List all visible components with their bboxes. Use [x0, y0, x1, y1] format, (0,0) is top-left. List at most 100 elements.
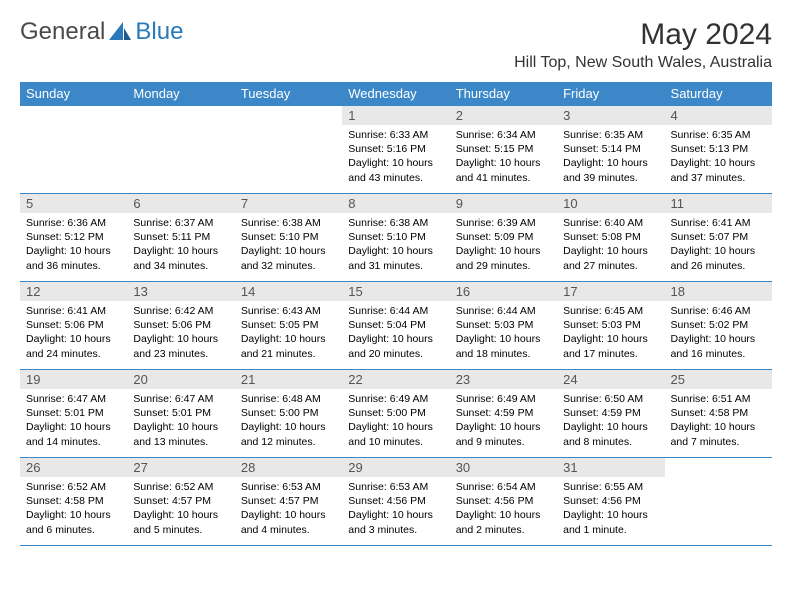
day-number: 14 — [235, 282, 342, 301]
day-number: 24 — [557, 370, 664, 389]
calendar-day-cell: 19Sunrise: 6:47 AMSunset: 5:01 PMDayligh… — [20, 370, 127, 458]
day-number: 5 — [20, 194, 127, 213]
calendar-day-cell: 17Sunrise: 6:45 AMSunset: 5:03 PMDayligh… — [557, 282, 664, 370]
calendar-day-cell — [235, 106, 342, 194]
day-details: Sunrise: 6:55 AMSunset: 4:56 PMDaylight:… — [557, 477, 664, 541]
day-number: 2 — [450, 106, 557, 125]
day-details: Sunrise: 6:34 AMSunset: 5:15 PMDaylight:… — [450, 125, 557, 189]
day-details: Sunrise: 6:38 AMSunset: 5:10 PMDaylight:… — [342, 213, 449, 277]
calendar-day-cell: 2Sunrise: 6:34 AMSunset: 5:15 PMDaylight… — [450, 106, 557, 194]
day-details: Sunrise: 6:48 AMSunset: 5:00 PMDaylight:… — [235, 389, 342, 453]
weekday-header: Wednesday — [342, 82, 449, 106]
day-details: Sunrise: 6:45 AMSunset: 5:03 PMDaylight:… — [557, 301, 664, 365]
day-details: Sunrise: 6:35 AMSunset: 5:13 PMDaylight:… — [665, 125, 772, 189]
title-block: May 2024 Hill Top, New South Wales, Aust… — [514, 18, 772, 72]
calendar-week-row: 26Sunrise: 6:52 AMSunset: 4:58 PMDayligh… — [20, 458, 772, 546]
weekday-header: Sunday — [20, 82, 127, 106]
day-details: Sunrise: 6:38 AMSunset: 5:10 PMDaylight:… — [235, 213, 342, 277]
day-details: Sunrise: 6:39 AMSunset: 5:09 PMDaylight:… — [450, 213, 557, 277]
day-number: 17 — [557, 282, 664, 301]
calendar-day-cell — [127, 106, 234, 194]
brand-sail-icon — [109, 22, 131, 42]
day-details: Sunrise: 6:33 AMSunset: 5:16 PMDaylight:… — [342, 125, 449, 189]
day-details: Sunrise: 6:46 AMSunset: 5:02 PMDaylight:… — [665, 301, 772, 365]
day-number: 19 — [20, 370, 127, 389]
day-number: 13 — [127, 282, 234, 301]
brand-part1: General — [20, 18, 105, 46]
day-number: 23 — [450, 370, 557, 389]
calendar-week-row: 1Sunrise: 6:33 AMSunset: 5:16 PMDaylight… — [20, 106, 772, 194]
day-details: Sunrise: 6:40 AMSunset: 5:08 PMDaylight:… — [557, 213, 664, 277]
weekday-header: Thursday — [450, 82, 557, 106]
day-details: Sunrise: 6:50 AMSunset: 4:59 PMDaylight:… — [557, 389, 664, 453]
day-details: Sunrise: 6:47 AMSunset: 5:01 PMDaylight:… — [127, 389, 234, 453]
calendar-week-row: 12Sunrise: 6:41 AMSunset: 5:06 PMDayligh… — [20, 282, 772, 370]
day-number: 18 — [665, 282, 772, 301]
calendar-day-cell: 23Sunrise: 6:49 AMSunset: 4:59 PMDayligh… — [450, 370, 557, 458]
calendar-day-cell: 25Sunrise: 6:51 AMSunset: 4:58 PMDayligh… — [665, 370, 772, 458]
day-number: 31 — [557, 458, 664, 477]
location-subtitle: Hill Top, New South Wales, Australia — [514, 54, 772, 72]
day-details: Sunrise: 6:49 AMSunset: 4:59 PMDaylight:… — [450, 389, 557, 453]
day-details: Sunrise: 6:44 AMSunset: 5:04 PMDaylight:… — [342, 301, 449, 365]
weekday-header: Saturday — [665, 82, 772, 106]
day-number: 1 — [342, 106, 449, 125]
month-title: May 2024 — [514, 18, 772, 52]
day-number: 11 — [665, 194, 772, 213]
day-number: 10 — [557, 194, 664, 213]
day-number: 27 — [127, 458, 234, 477]
calendar-day-cell — [20, 106, 127, 194]
calendar-day-cell: 24Sunrise: 6:50 AMSunset: 4:59 PMDayligh… — [557, 370, 664, 458]
calendar-day-cell: 31Sunrise: 6:55 AMSunset: 4:56 PMDayligh… — [557, 458, 664, 546]
day-details: Sunrise: 6:54 AMSunset: 4:56 PMDaylight:… — [450, 477, 557, 541]
calendar-day-cell: 27Sunrise: 6:52 AMSunset: 4:57 PMDayligh… — [127, 458, 234, 546]
calendar-day-cell: 14Sunrise: 6:43 AMSunset: 5:05 PMDayligh… — [235, 282, 342, 370]
brand-logo: General Blue — [20, 18, 183, 46]
day-details: Sunrise: 6:53 AMSunset: 4:56 PMDaylight:… — [342, 477, 449, 541]
day-number: 4 — [665, 106, 772, 125]
day-number: 8 — [342, 194, 449, 213]
day-details: Sunrise: 6:51 AMSunset: 4:58 PMDaylight:… — [665, 389, 772, 453]
calendar-day-cell: 7Sunrise: 6:38 AMSunset: 5:10 PMDaylight… — [235, 194, 342, 282]
day-details: Sunrise: 6:41 AMSunset: 5:07 PMDaylight:… — [665, 213, 772, 277]
day-number: 26 — [20, 458, 127, 477]
calendar-day-cell: 30Sunrise: 6:54 AMSunset: 4:56 PMDayligh… — [450, 458, 557, 546]
calendar-day-cell: 16Sunrise: 6:44 AMSunset: 5:03 PMDayligh… — [450, 282, 557, 370]
weekday-header: Friday — [557, 82, 664, 106]
day-details: Sunrise: 6:52 AMSunset: 4:58 PMDaylight:… — [20, 477, 127, 541]
day-details: Sunrise: 6:42 AMSunset: 5:06 PMDaylight:… — [127, 301, 234, 365]
day-number: 7 — [235, 194, 342, 213]
calendar-day-cell — [665, 458, 772, 546]
day-details: Sunrise: 6:41 AMSunset: 5:06 PMDaylight:… — [20, 301, 127, 365]
calendar-day-cell: 9Sunrise: 6:39 AMSunset: 5:09 PMDaylight… — [450, 194, 557, 282]
calendar-day-cell: 10Sunrise: 6:40 AMSunset: 5:08 PMDayligh… — [557, 194, 664, 282]
calendar-day-cell: 22Sunrise: 6:49 AMSunset: 5:00 PMDayligh… — [342, 370, 449, 458]
calendar-week-row: 5Sunrise: 6:36 AMSunset: 5:12 PMDaylight… — [20, 194, 772, 282]
day-number: 12 — [20, 282, 127, 301]
calendar-day-cell: 3Sunrise: 6:35 AMSunset: 5:14 PMDaylight… — [557, 106, 664, 194]
calendar-day-cell: 20Sunrise: 6:47 AMSunset: 5:01 PMDayligh… — [127, 370, 234, 458]
weekday-header-row: SundayMondayTuesdayWednesdayThursdayFrid… — [20, 82, 772, 106]
day-details: Sunrise: 6:36 AMSunset: 5:12 PMDaylight:… — [20, 213, 127, 277]
day-number: 29 — [342, 458, 449, 477]
calendar-day-cell: 8Sunrise: 6:38 AMSunset: 5:10 PMDaylight… — [342, 194, 449, 282]
day-details: Sunrise: 6:47 AMSunset: 5:01 PMDaylight:… — [20, 389, 127, 453]
day-number: 21 — [235, 370, 342, 389]
calendar-day-cell: 13Sunrise: 6:42 AMSunset: 5:06 PMDayligh… — [127, 282, 234, 370]
weekday-header: Monday — [127, 82, 234, 106]
calendar-body: 1Sunrise: 6:33 AMSunset: 5:16 PMDaylight… — [20, 106, 772, 546]
calendar-table: SundayMondayTuesdayWednesdayThursdayFrid… — [20, 82, 772, 546]
header: General Blue May 2024 Hill Top, New Sout… — [20, 18, 772, 72]
day-details: Sunrise: 6:37 AMSunset: 5:11 PMDaylight:… — [127, 213, 234, 277]
day-number: 6 — [127, 194, 234, 213]
day-number: 3 — [557, 106, 664, 125]
day-number: 28 — [235, 458, 342, 477]
calendar-day-cell: 12Sunrise: 6:41 AMSunset: 5:06 PMDayligh… — [20, 282, 127, 370]
day-number: 16 — [450, 282, 557, 301]
day-number: 25 — [665, 370, 772, 389]
day-number: 30 — [450, 458, 557, 477]
calendar-day-cell: 29Sunrise: 6:53 AMSunset: 4:56 PMDayligh… — [342, 458, 449, 546]
day-number: 20 — [127, 370, 234, 389]
day-number: 22 — [342, 370, 449, 389]
calendar-day-cell: 11Sunrise: 6:41 AMSunset: 5:07 PMDayligh… — [665, 194, 772, 282]
